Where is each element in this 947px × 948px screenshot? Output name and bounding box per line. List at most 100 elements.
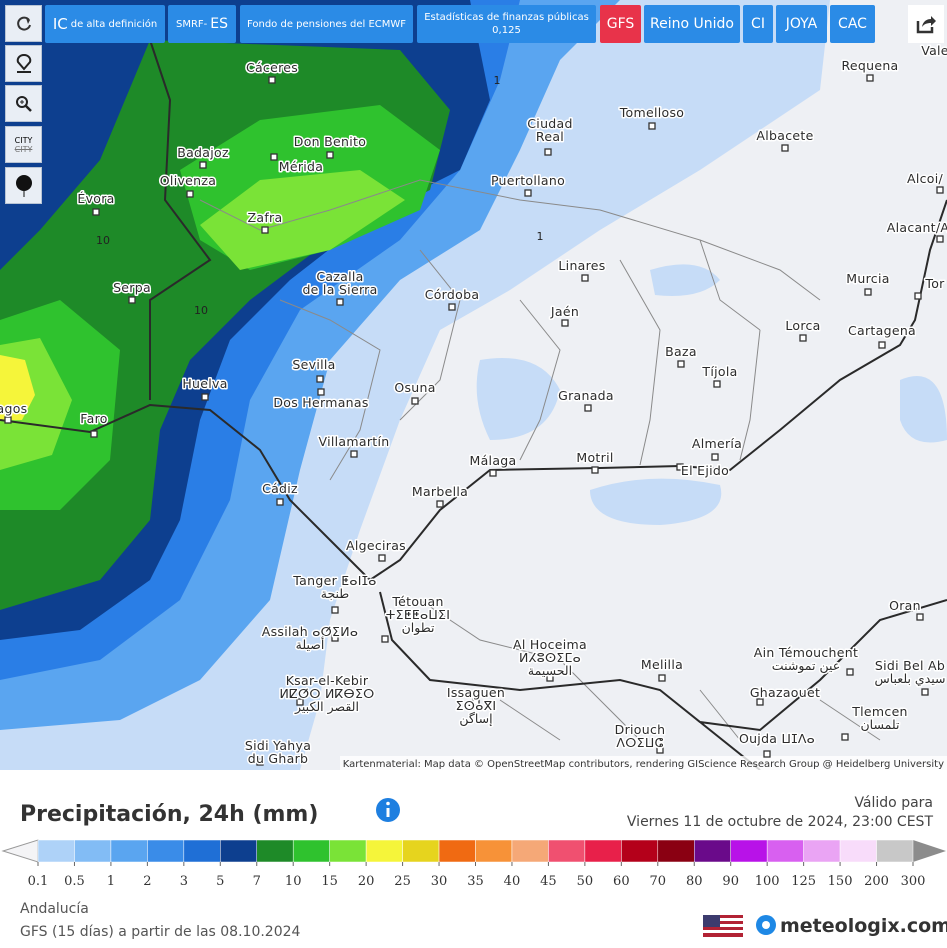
colorbar-label: 25 [394, 874, 411, 889]
colorbar-label: 7 [253, 874, 261, 889]
city-dot [656, 746, 664, 754]
attribution-bg [340, 756, 947, 770]
toolbar-button[interactable]: CI [743, 5, 773, 43]
city-label: Alcoi/ [907, 171, 944, 186]
city-label: Lorca [785, 318, 820, 333]
city-label: Melilla [641, 657, 683, 672]
toolbar-button[interactable]: GFS [600, 5, 641, 43]
city-label: Évora [77, 191, 114, 206]
contour-label: 1 [537, 230, 544, 243]
city-dot [781, 144, 789, 152]
share-button[interactable] [908, 5, 944, 43]
city-label: ⵍⵇⵚⵔ ⵍⴽⴱⵉⵔ [279, 686, 374, 701]
city: Oujda ⵡⵊⴷⴰ [737, 730, 816, 758]
city: Almería [690, 435, 743, 461]
colorbar-segment [876, 839, 914, 863]
city-label: Córdoba [425, 287, 480, 302]
city-dot [317, 388, 325, 396]
toolbar-button[interactable]: IC de alta definición [45, 5, 165, 43]
city-label: Huelva [182, 376, 227, 391]
city: Sevilla [291, 356, 337, 383]
city-label: Don Benito [294, 134, 366, 149]
city: Murcia [845, 270, 891, 296]
button-sub: de alta definición [70, 18, 158, 30]
city-dot [544, 148, 552, 156]
colorbar-segment [621, 839, 659, 863]
colorbar-label: 50 [577, 874, 594, 889]
brand: meteologix.com [780, 915, 947, 937]
city-dot [336, 298, 344, 306]
city: Ghazaouet [748, 684, 821, 706]
city-dot [4, 416, 12, 424]
city: Albacete [755, 127, 815, 152]
city-dot [524, 189, 532, 197]
city-dot [677, 360, 685, 368]
city-label: Linares [558, 258, 605, 273]
city-dot [846, 668, 854, 676]
city-dot [296, 698, 304, 706]
city-button[interactable]: CITY CITY [5, 126, 42, 163]
colorbar-segment [511, 839, 549, 863]
city-label: عين تموشنت [772, 658, 840, 674]
refresh-button[interactable] [5, 5, 42, 42]
colorbar-segment [365, 839, 403, 863]
city-dot [713, 380, 721, 388]
city: Badajoz [176, 144, 230, 169]
colorbar-segment [584, 839, 622, 863]
city-label: تطوان [402, 620, 435, 636]
city-label: Villamartín [319, 434, 390, 449]
toolbar-button[interactable]: Fondo de pensiones del ECMWF [240, 5, 413, 43]
info-stem [386, 808, 390, 817]
colorbar-segment [402, 839, 440, 863]
city: Alcoi/ [905, 170, 945, 194]
city: Don Benito [292, 133, 367, 159]
city: Vale [920, 42, 947, 60]
city-label: تلمسان [861, 717, 901, 732]
city-dot [914, 292, 922, 300]
info-dot [386, 801, 390, 806]
city-label: Málaga [470, 453, 517, 468]
toolbar-button[interactable]: Estadísticas de finanzas públicas 0,125 [417, 5, 596, 43]
city: Requena [840, 57, 900, 82]
location-button[interactable] [5, 45, 42, 82]
colorbar-max [913, 840, 946, 862]
city-dot [316, 375, 324, 383]
city: Melilla [639, 656, 684, 682]
city-label: Tor [924, 276, 945, 291]
city-dot [584, 404, 592, 412]
city-dot [268, 76, 276, 84]
toolbar-button[interactable]: CAC [830, 5, 875, 43]
city-label: Motril [576, 450, 613, 465]
city-dot [756, 698, 764, 706]
city-label: Jaén [550, 304, 579, 319]
toolbar-button[interactable]: SMRF- ES [168, 5, 236, 43]
button-sub: SMRF- [175, 18, 208, 30]
city-label: Tétouan [391, 594, 443, 609]
colorbar-label: 150 [828, 874, 853, 889]
city-label: Almería [692, 436, 742, 451]
marker-button[interactable] [5, 167, 42, 204]
toolbar-button[interactable]: Reino Unido [644, 5, 740, 43]
city-dot [581, 274, 589, 282]
button-main: ES [210, 15, 229, 32]
city: Algeciras [344, 537, 407, 562]
city-label: Cartagena [848, 323, 916, 338]
city: El Ejido [676, 462, 730, 480]
city: Lorca [784, 317, 822, 342]
city-label: agos [0, 401, 27, 416]
city-dot [546, 674, 554, 682]
button-main: Reino Unido [650, 15, 734, 32]
city: Huelva [181, 375, 229, 401]
toolbar-button[interactable]: JOYA [776, 5, 827, 43]
zoom-button[interactable] [5, 85, 42, 122]
city-dot [201, 393, 209, 401]
city-dot [648, 122, 656, 130]
colorbar-label: 1 [107, 874, 115, 889]
city-label: Tíjola [701, 364, 737, 379]
city-label: Alacant/A [887, 220, 947, 235]
city-dot [866, 74, 874, 82]
city-dot [658, 674, 666, 682]
